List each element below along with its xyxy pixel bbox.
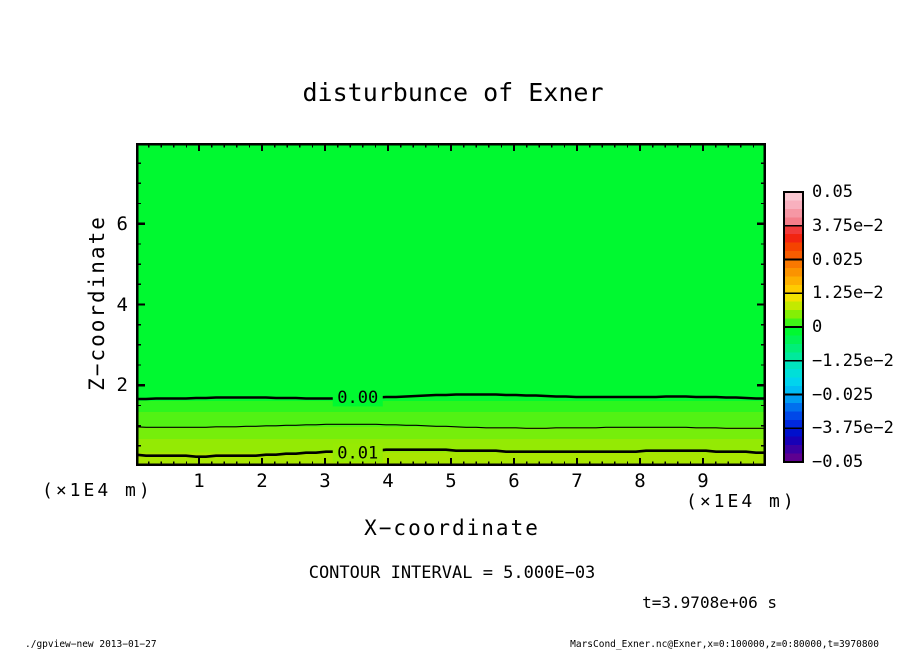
z-axis-unit-label: (×1E4 m)	[42, 480, 153, 501]
contour-label: 0.01	[337, 444, 378, 464]
colorbar-cell	[784, 335, 803, 345]
colorbar-cell	[784, 377, 803, 387]
colorbar-tick-label: −1.25e−2	[812, 350, 894, 371]
colorbar-cell	[784, 352, 803, 362]
contour-line-0.005	[135, 423, 766, 429]
contour-plot-svg: 0.00 0.01	[135, 143, 766, 467]
shade-band	[136, 143, 766, 401]
colorbar-cell	[784, 217, 803, 227]
z-tick-label: 4	[116, 293, 128, 316]
z-tick-label: 2	[116, 374, 128, 397]
colorbar-cell	[784, 453, 803, 463]
colorbar-tick-label: 3.75e−2	[812, 215, 884, 236]
colorbar-cell	[784, 234, 803, 244]
colorbar-cell	[784, 192, 803, 201]
contour-label-bg	[332, 443, 383, 463]
colorbar-tick-label: 0.05	[812, 182, 853, 202]
colorbar-border	[783, 191, 804, 463]
x-axis-title: X−coordinate	[364, 516, 540, 540]
plot-title: disturbunce of Exner	[302, 78, 604, 107]
colorbar-cell	[784, 251, 803, 260]
colorbar-cell	[784, 318, 803, 328]
colorbar-cell	[784, 386, 803, 395]
colorbar-tick-label: 1.25e−2	[812, 283, 884, 304]
contour-line-0	[136, 393, 766, 401]
colorbar-cell	[784, 225, 803, 235]
shade-band	[136, 438, 766, 453]
colorbar-cell	[784, 428, 803, 438]
colorbar-cell	[784, 208, 803, 218]
z-tick-label: 6	[116, 212, 128, 235]
colorbar-cell	[784, 419, 803, 429]
x-tick-label: 8	[634, 470, 646, 492]
shade-band	[136, 426, 766, 439]
colorbar-cell	[784, 343, 803, 353]
x-tick-label: 1	[193, 470, 205, 492]
shade-band	[136, 411, 766, 427]
colorbar-tick-label: −0.05	[812, 452, 864, 472]
contour-label: 0.00	[337, 388, 378, 408]
colorbar-cell	[784, 369, 803, 379]
x-tick-label: 9	[697, 470, 709, 492]
x-tick-label: 5	[445, 470, 457, 492]
colorbar-cell	[784, 310, 803, 320]
colorbar-svg	[783, 191, 804, 463]
shade-band	[136, 400, 766, 412]
colorbar-cell	[784, 411, 803, 421]
plot-border	[136, 143, 766, 467]
colorbar-cell	[784, 284, 803, 294]
colorbar-cell	[784, 293, 803, 303]
x-axis-unit-label: (×1E4 m)	[686, 491, 797, 512]
x-tick-label: 6	[508, 470, 520, 492]
contour-interval-note: CONTOUR INTERVAL = 5.000E−03	[308, 563, 596, 583]
contour-line-0.01	[135, 448, 766, 459]
x-tick-label: 4	[382, 470, 394, 492]
colorbar	[783, 191, 804, 463]
colorbar-cell	[784, 267, 803, 277]
colorbar-cell	[784, 200, 803, 210]
footer-data-source: MarsCond_Exner.nc@Exner,x=0:100000,z=0:8…	[570, 639, 879, 650]
colorbar-cell	[784, 301, 803, 311]
colorbar-tick-label: 0	[812, 317, 823, 337]
colorbar-tick-label: −0.025	[812, 384, 874, 405]
colorbar-cell	[784, 327, 803, 336]
colorbar-cell	[784, 436, 803, 446]
colorbar-cell	[784, 360, 803, 370]
colorbar-tick-label: −3.75e−2	[812, 418, 894, 439]
contour-label-bg	[332, 387, 383, 407]
x-tick-label: 3	[319, 470, 331, 492]
footer-command-and-date: ./gpview−new 2013−01−27	[25, 639, 157, 650]
x-tick-label: 2	[256, 470, 268, 492]
contour-plot-area: 0.00 0.01	[135, 143, 766, 467]
colorbar-cell	[784, 242, 803, 252]
x-tick-label: 7	[571, 470, 583, 492]
colorbar-cell	[784, 402, 803, 412]
colorbar-cell	[784, 445, 803, 455]
colorbar-cell	[784, 259, 803, 269]
colorbar-tick-label: 0.025	[812, 249, 864, 270]
colorbar-cell	[784, 276, 803, 286]
colorbar-cell	[784, 394, 803, 404]
time-annotation: t=3.9708e+06 s	[642, 593, 777, 612]
